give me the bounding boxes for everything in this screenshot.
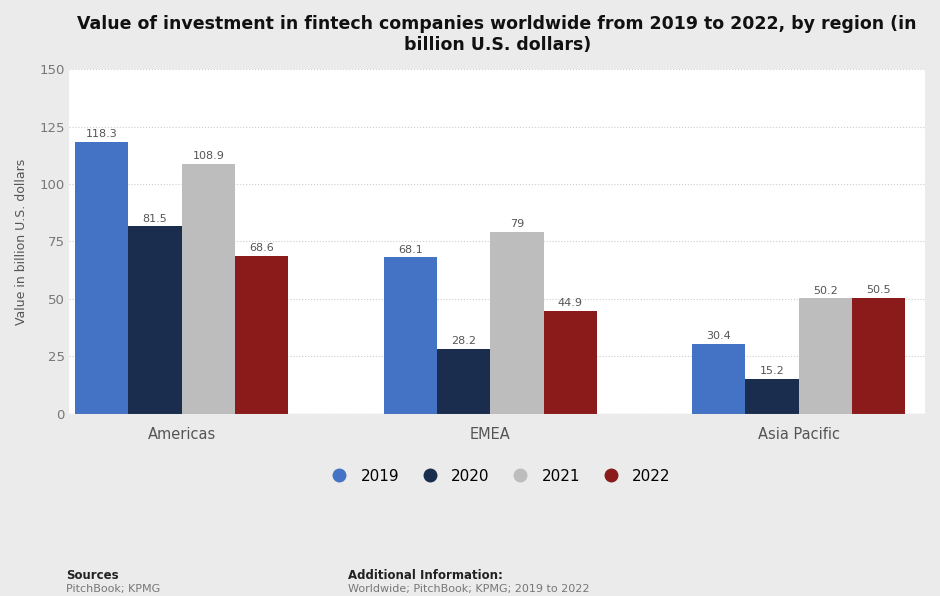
Text: 50.2: 50.2 xyxy=(813,285,838,296)
Bar xyxy=(75,142,129,414)
Text: 79: 79 xyxy=(509,219,524,229)
Bar xyxy=(181,163,235,414)
Text: PitchBook; KPMG
© Statista 2023: PitchBook; KPMG © Statista 2023 xyxy=(66,569,160,596)
Bar xyxy=(543,311,597,414)
Bar xyxy=(235,256,289,414)
Text: 50.5: 50.5 xyxy=(867,285,891,295)
Text: Additional Information:: Additional Information: xyxy=(348,569,503,582)
Text: 30.4: 30.4 xyxy=(707,331,731,341)
Text: 68.1: 68.1 xyxy=(398,244,423,254)
Text: 15.2: 15.2 xyxy=(760,366,785,376)
Bar xyxy=(384,257,437,414)
Title: Value of investment in fintech companies worldwide from 2019 to 2022, by region : Value of investment in fintech companies… xyxy=(77,15,917,54)
Text: 28.2: 28.2 xyxy=(451,336,476,346)
Y-axis label: Value in billion U.S. dollars: Value in billion U.S. dollars xyxy=(15,159,28,325)
Text: 81.5: 81.5 xyxy=(143,214,167,224)
Bar xyxy=(437,349,491,414)
Text: 108.9: 108.9 xyxy=(193,151,225,161)
Text: Worldwide; PitchBook; KPMG; 2019 to 2022: Worldwide; PitchBook; KPMG; 2019 to 2022 xyxy=(348,569,589,594)
Bar xyxy=(129,226,181,414)
Text: 118.3: 118.3 xyxy=(86,129,118,139)
Bar xyxy=(799,299,852,414)
Text: 44.9: 44.9 xyxy=(557,298,583,308)
Bar xyxy=(491,232,543,414)
Bar xyxy=(692,344,745,414)
Text: 68.6: 68.6 xyxy=(249,243,274,253)
Legend: 2019, 2020, 2021, 2022: 2019, 2020, 2021, 2022 xyxy=(318,462,677,490)
Text: Sources: Sources xyxy=(66,569,118,582)
Bar xyxy=(852,297,905,414)
Bar xyxy=(745,378,799,414)
